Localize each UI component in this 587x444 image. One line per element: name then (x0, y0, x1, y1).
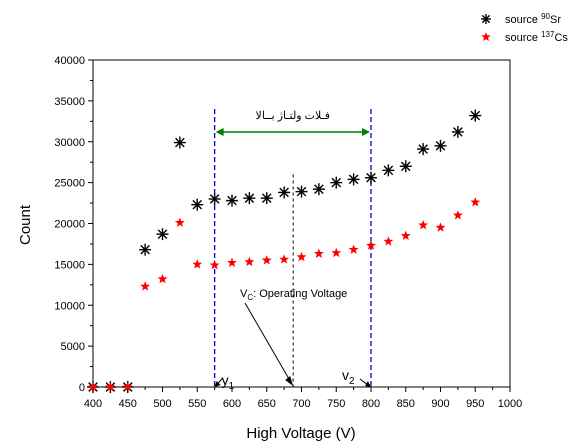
x-tick-label: 650 (258, 398, 276, 410)
cs137-point (122, 381, 133, 392)
cs137-point (244, 256, 255, 267)
cs137-point (140, 281, 151, 291)
legend-marker-sr90 (481, 14, 491, 24)
y-tick-label: 15000 (54, 259, 85, 271)
v2-label: v2 (342, 367, 355, 387)
cs137-point (331, 247, 342, 258)
axes: 400 450 500 550 600 650 700 750 800 850 900 950 1000… (54, 55, 522, 410)
x-axis-label: High Voltage (V) (246, 425, 355, 442)
cs137-point (435, 222, 446, 232)
x-tick-label: 700 (292, 398, 310, 410)
cs137-point (452, 210, 463, 220)
sr90-point (451, 125, 464, 138)
sr90-point (434, 139, 447, 152)
y-tick-label: 10000 (54, 300, 85, 312)
sr90-point (243, 192, 256, 205)
sr90-point (347, 173, 360, 186)
sr90-point (469, 109, 482, 122)
v1-label: y1 (222, 372, 235, 392)
cs137-point (400, 230, 411, 240)
y-tick-label: 20000 (54, 219, 85, 231)
annotations: فـلات ولتـاژ بــالا VC: Operating Voltage… (213, 109, 372, 392)
legend: source 90Sr source 137Cs (481, 12, 568, 44)
data-marks (87, 109, 482, 393)
sr90-point (173, 136, 186, 149)
sr90-point (156, 228, 169, 241)
x-tick-label: 750 (327, 398, 345, 410)
plateau-label: فـلات ولتـاژ بــالا (256, 110, 331, 122)
x-tick-label: 600 (223, 398, 241, 410)
cs137-point (366, 240, 376, 250)
sr90-point (330, 176, 343, 189)
y-tick-label: 25000 (54, 178, 85, 190)
sr90-point (226, 194, 238, 207)
x-tick-label: 900 (431, 398, 449, 410)
x-tick-label: 400 (84, 398, 102, 410)
cs137-point (192, 259, 203, 269)
x-tick-label: 850 (397, 398, 415, 410)
sr90-point (312, 183, 325, 196)
y-axis-label: Count (17, 204, 34, 245)
vc-arrowhead (285, 376, 294, 386)
plateau-arrowhead-right (362, 127, 370, 136)
vc-label: VC: Operating Voltage (240, 288, 347, 302)
legend-label-sr90: source 90Sr (505, 12, 561, 26)
x-tick-label: 950 (466, 398, 484, 410)
cs137-point (88, 381, 98, 392)
sr90-point (399, 160, 412, 173)
cs137-point (209, 259, 220, 270)
y-tick-label: 40000 (54, 55, 85, 67)
x-tick-label: 800 (362, 398, 380, 410)
sr90-point (208, 192, 221, 205)
y-tick-label: 5000 (61, 341, 85, 353)
plateau-arrowhead-left (215, 127, 224, 136)
cs137-point (383, 236, 394, 246)
vc-arrow (244, 302, 291, 382)
sr90-point (417, 143, 430, 156)
y-tick-label: 30000 (54, 137, 85, 149)
sr90-point (278, 186, 291, 199)
x-tick-label: 1000 (498, 398, 522, 410)
sr90-point (382, 164, 395, 177)
cs137-point (418, 219, 429, 230)
sr90-point (139, 243, 152, 256)
sr90-point (365, 171, 377, 184)
sr90-point (191, 198, 204, 211)
cs137-point (279, 254, 290, 264)
x-tick-label: 500 (153, 398, 171, 410)
cs137-point (296, 251, 307, 262)
cs137-point (261, 255, 272, 265)
cs137-point (227, 257, 237, 267)
y-tick-label: 0 (79, 382, 85, 394)
v1-arrowhead (214, 381, 221, 387)
legend-label-cs137: source 137Cs (505, 30, 568, 44)
cs137-point (157, 273, 168, 284)
v2-arrowhead (365, 381, 371, 387)
cs137-point (348, 244, 359, 254)
cs137-point (313, 248, 324, 258)
y-tick-label: 35000 (54, 96, 85, 108)
x-tick-label: 550 (188, 398, 206, 410)
cs137-point (105, 381, 116, 392)
cs137-point (470, 197, 481, 207)
sr90-point (295, 185, 308, 198)
sr90-point (260, 192, 273, 205)
legend-marker-cs137 (481, 32, 491, 42)
cs137-point (174, 217, 185, 227)
x-tick-label: 450 (119, 398, 137, 410)
